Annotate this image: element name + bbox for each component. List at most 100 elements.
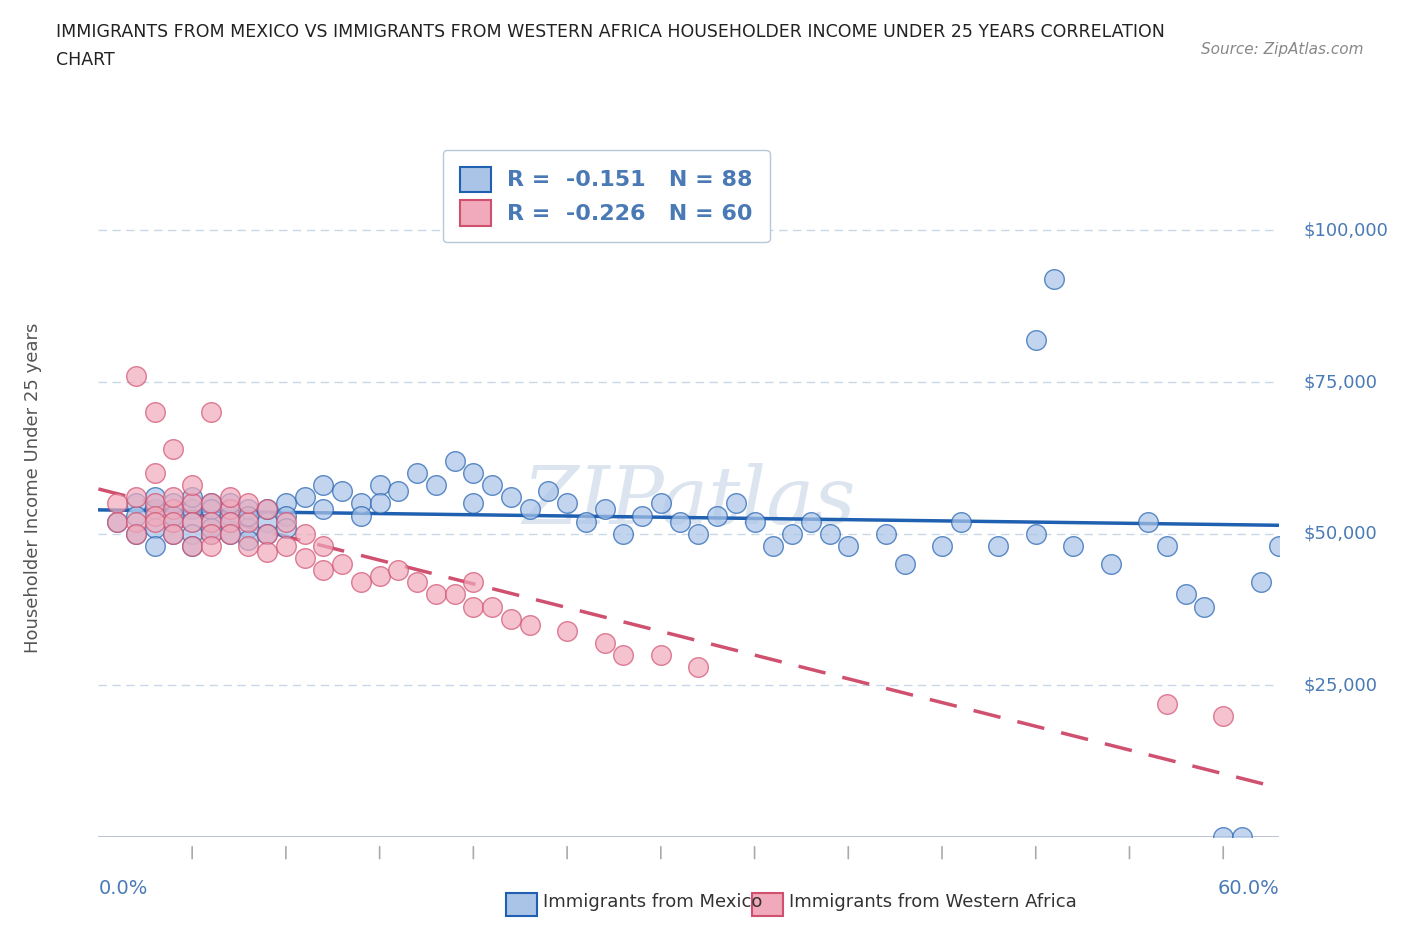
Point xyxy=(387,563,409,578)
Point xyxy=(218,496,240,511)
Point xyxy=(143,405,166,419)
Point xyxy=(593,502,616,517)
Point xyxy=(688,526,710,541)
Point xyxy=(200,496,222,511)
Point xyxy=(274,514,297,529)
Point xyxy=(312,502,335,517)
Point xyxy=(463,575,485,590)
Point xyxy=(218,514,240,529)
Point xyxy=(612,526,634,541)
Point xyxy=(181,514,204,529)
Point xyxy=(575,514,598,529)
Point xyxy=(724,496,747,511)
Point xyxy=(744,514,766,529)
Point xyxy=(1174,587,1197,602)
Point xyxy=(238,514,260,529)
Point xyxy=(312,478,335,493)
Point xyxy=(218,508,240,523)
Point xyxy=(218,514,240,529)
Point xyxy=(800,514,823,529)
Point xyxy=(481,478,503,493)
Point xyxy=(162,514,184,529)
Point xyxy=(143,466,166,481)
Point xyxy=(181,514,204,529)
Point xyxy=(256,502,278,517)
Point xyxy=(519,618,541,632)
Point xyxy=(368,496,391,511)
Point xyxy=(350,508,373,523)
Text: ZIPatlas: ZIPatlas xyxy=(522,463,856,541)
Point xyxy=(181,538,204,553)
Point xyxy=(125,514,148,529)
Point xyxy=(555,623,578,638)
Point xyxy=(1025,332,1047,347)
Point xyxy=(818,526,841,541)
Point xyxy=(1194,599,1216,614)
Point xyxy=(200,514,222,529)
Point xyxy=(1212,709,1234,724)
Point xyxy=(593,635,616,650)
Point xyxy=(218,526,240,541)
Text: $50,000: $50,000 xyxy=(1303,525,1376,543)
Point xyxy=(875,526,897,541)
Text: $100,000: $100,000 xyxy=(1303,221,1388,240)
Point xyxy=(949,514,972,529)
Point xyxy=(706,508,728,523)
Point xyxy=(238,538,260,553)
Point xyxy=(181,490,204,505)
Point xyxy=(1156,697,1178,711)
Point xyxy=(200,526,222,541)
Point xyxy=(181,538,204,553)
Point xyxy=(1156,538,1178,553)
Point xyxy=(499,490,522,505)
Point xyxy=(650,496,672,511)
Point xyxy=(443,454,465,469)
Point xyxy=(200,538,222,553)
Point xyxy=(162,496,184,511)
Point xyxy=(238,502,260,517)
Point xyxy=(519,502,541,517)
Text: 60.0%: 60.0% xyxy=(1218,879,1279,897)
Point xyxy=(463,599,485,614)
Point xyxy=(238,496,260,511)
Point xyxy=(218,502,240,517)
Point xyxy=(330,484,353,498)
Point xyxy=(274,496,297,511)
Legend: R =  -0.151   N = 88, R =  -0.226   N = 60: R = -0.151 N = 88, R = -0.226 N = 60 xyxy=(443,150,769,243)
Point xyxy=(368,478,391,493)
Point xyxy=(406,466,429,481)
Point xyxy=(1137,514,1160,529)
Point xyxy=(443,587,465,602)
Point xyxy=(499,611,522,626)
Point xyxy=(406,575,429,590)
Point xyxy=(463,466,485,481)
Point xyxy=(330,557,353,572)
Point xyxy=(125,368,148,383)
Point xyxy=(125,508,148,523)
Point xyxy=(1062,538,1084,553)
Text: Immigrants from Western Africa: Immigrants from Western Africa xyxy=(789,893,1077,911)
Point xyxy=(200,496,222,511)
Point xyxy=(931,538,953,553)
Point xyxy=(218,490,240,505)
Point xyxy=(162,490,184,505)
Point xyxy=(143,538,166,553)
Point xyxy=(537,484,560,498)
Point xyxy=(668,514,690,529)
Point xyxy=(274,508,297,523)
Point xyxy=(256,514,278,529)
Text: Householder Income Under 25 years: Householder Income Under 25 years xyxy=(24,323,42,654)
Point xyxy=(238,508,260,523)
Point xyxy=(143,490,166,505)
Point xyxy=(350,575,373,590)
Point xyxy=(1043,272,1066,286)
Point xyxy=(238,520,260,535)
Text: $75,000: $75,000 xyxy=(1303,373,1376,392)
Point xyxy=(200,520,222,535)
Point xyxy=(238,532,260,547)
Point xyxy=(312,563,335,578)
Text: CHART: CHART xyxy=(56,51,115,69)
Point xyxy=(200,405,222,419)
Point xyxy=(780,526,803,541)
Text: IMMIGRANTS FROM MEXICO VS IMMIGRANTS FROM WESTERN AFRICA HOUSEHOLDER INCOME UNDE: IMMIGRANTS FROM MEXICO VS IMMIGRANTS FRO… xyxy=(56,23,1166,41)
